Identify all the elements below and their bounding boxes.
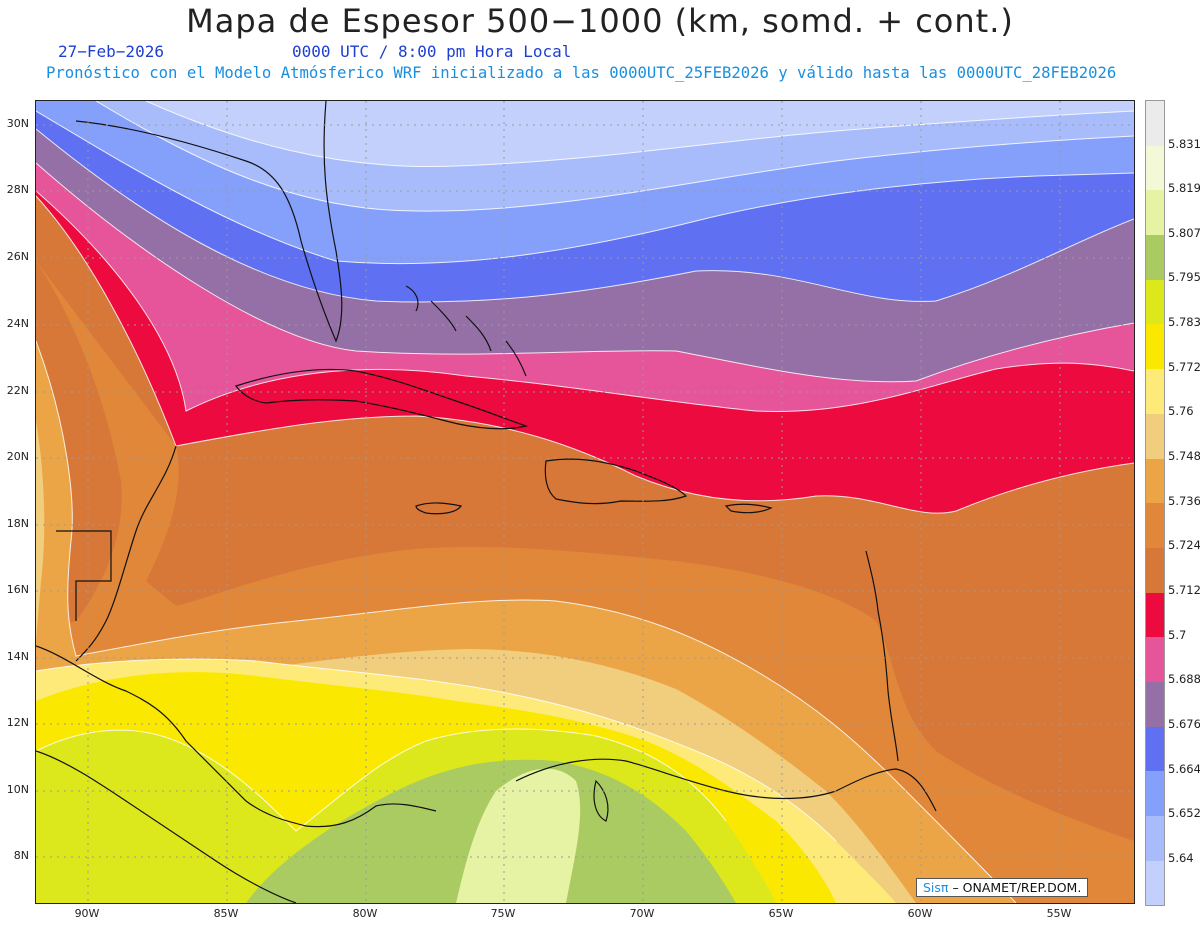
colorbar-label: 5.831 xyxy=(1168,137,1200,151)
credit-text: – ONAMET/REP.DOM. xyxy=(952,880,1082,895)
colorbar-label: 5.748 xyxy=(1168,449,1200,463)
south-america-coast xyxy=(515,758,937,812)
lon-label-70w: 70W xyxy=(629,907,655,920)
thickness-map[interactable] xyxy=(35,100,1135,904)
colorbar-swatch-1 xyxy=(1146,145,1164,191)
contour-lines xyxy=(36,101,1134,903)
colorbar-label: 5.7 xyxy=(1168,628,1187,642)
lat-label-18n: 18N xyxy=(6,517,29,530)
colorbar-swatch-16 xyxy=(1146,816,1164,861)
colorbar xyxy=(1145,100,1165,906)
colorbar-label: 5.676 xyxy=(1168,717,1200,731)
band-5819 xyxy=(456,768,581,903)
lon-label-85w: 85W xyxy=(213,907,239,920)
colorbar-label: 5.736 xyxy=(1168,494,1200,508)
yucatan-coast xyxy=(75,445,177,662)
colorbar-label: 5.76 xyxy=(1168,404,1194,418)
lat-label-10n: 10N xyxy=(6,783,29,796)
lat-label-20n: 20N xyxy=(6,450,29,463)
colorbar-swatch-14 xyxy=(1146,726,1164,772)
colorbar-swatch-7 xyxy=(1146,413,1164,459)
colorbar-swatch-2 xyxy=(1146,190,1164,236)
colorbar-label: 5.664 xyxy=(1168,762,1200,776)
lat-label-16n: 16N xyxy=(6,583,29,596)
colorbar-label: 5.819 xyxy=(1168,181,1200,195)
jamaica xyxy=(415,502,463,515)
graticule xyxy=(36,101,1134,903)
lon-label-55w: 55W xyxy=(1046,907,1072,920)
lon-label-65w: 65W xyxy=(768,907,794,920)
colorbar-swatch-4 xyxy=(1146,279,1164,325)
hispaniola xyxy=(544,458,688,505)
colorbar-swatch-5 xyxy=(1146,324,1164,370)
colorbar-swatch-9 xyxy=(1146,503,1164,548)
colorbar-label: 5.807 xyxy=(1168,226,1200,240)
border-mexico xyxy=(56,530,112,621)
map-title: Mapa de Espesor 500−1000 (km, somd. + co… xyxy=(186,2,1014,40)
colorbar-swatch-17 xyxy=(1146,860,1164,906)
colorbar-label: 5.724 xyxy=(1168,538,1200,552)
colorbar-swatch-6 xyxy=(1146,369,1164,414)
colorbar-swatch-10 xyxy=(1146,547,1164,593)
puerto-rico xyxy=(724,503,773,514)
colorbar-label: 5.652 xyxy=(1168,806,1200,820)
colorbar-swatch-15 xyxy=(1146,771,1164,816)
lat-label-12n: 12N xyxy=(6,716,29,729)
lat-label-22n: 22N xyxy=(6,384,29,397)
credit-box: Sisπ – ONAMET/REP.DOM. xyxy=(916,878,1089,897)
lat-label-14n: 14N xyxy=(6,650,29,663)
central-america-coast xyxy=(36,645,437,828)
colorbar-label: 5.772 xyxy=(1168,360,1200,374)
lat-label-26n: 26N xyxy=(6,250,29,263)
lon-label-60w: 60W xyxy=(907,907,933,920)
forecast-time: 0000 UTC / 8:00 pm Hora Local xyxy=(292,42,572,61)
bahamas xyxy=(405,285,527,377)
forecast-date: 27−Feb−2026 xyxy=(58,42,164,61)
model-info: Pronóstico con el Modelo Atmósferico WRF… xyxy=(46,64,1117,82)
lat-label-30n: 30N xyxy=(6,117,29,130)
colorbar-swatch-8 xyxy=(1146,458,1164,504)
credit-brand: Sisπ xyxy=(923,880,949,895)
colorbar-swatch-11 xyxy=(1146,592,1164,638)
colorbar-label: 5.795 xyxy=(1168,270,1200,284)
colorbar-swatch-0 xyxy=(1146,101,1164,146)
colorbar-label: 5.688 xyxy=(1168,672,1200,686)
colorbar-swatch-12 xyxy=(1146,637,1164,682)
lesser-antilles xyxy=(865,550,899,762)
colorbar-swatch-13 xyxy=(1146,681,1164,727)
lat-label-8n: 8N xyxy=(13,849,29,862)
lat-label-24n: 24N xyxy=(6,317,29,330)
colorbar-label: 5.783 xyxy=(1168,315,1200,329)
florida-coast xyxy=(75,101,343,343)
cuba xyxy=(235,368,529,430)
lon-label-90w: 90W xyxy=(74,907,100,920)
lat-label-28n: 28N xyxy=(6,183,29,196)
coastlines xyxy=(36,101,937,903)
lon-label-80w: 80W xyxy=(352,907,378,920)
central-america-pacific xyxy=(36,750,297,903)
colorbar-label: 5.64 xyxy=(1168,851,1194,865)
lon-label-75w: 75W xyxy=(490,907,516,920)
colorbar-label: 5.712 xyxy=(1168,583,1200,597)
colorbar-swatch-3 xyxy=(1146,235,1164,280)
